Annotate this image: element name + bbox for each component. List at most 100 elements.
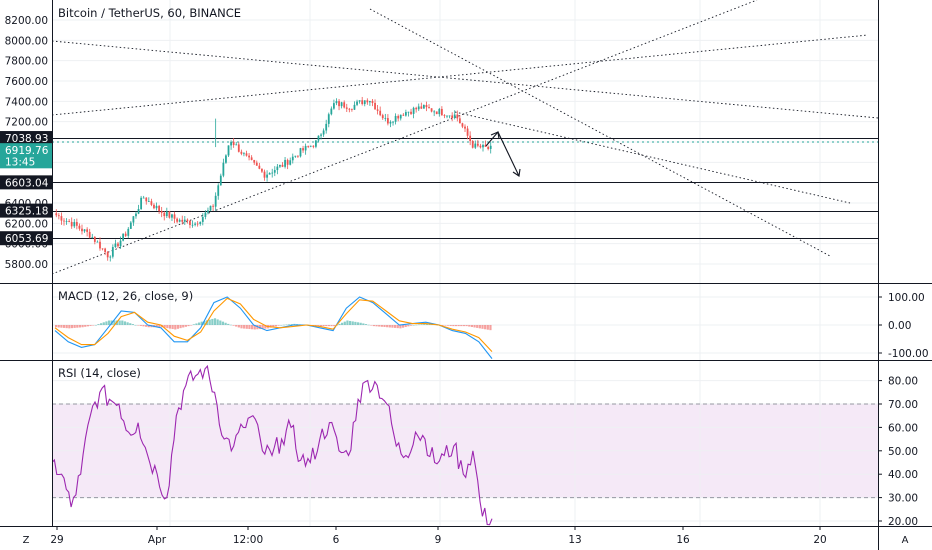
candle-body bbox=[376, 109, 379, 111]
macd-histogram-bar bbox=[176, 325, 180, 329]
candle-body bbox=[402, 114, 405, 116]
candle-body bbox=[163, 212, 166, 217]
price-tag-box bbox=[0, 131, 52, 146]
macd-histogram-bar bbox=[78, 325, 82, 328]
rsi-tick-label: 20.00 bbox=[888, 516, 918, 528]
candle-body bbox=[255, 162, 258, 166]
macd-histogram-bar bbox=[179, 325, 182, 329]
candle-body bbox=[176, 218, 179, 222]
candle-body bbox=[276, 166, 279, 171]
candle-body bbox=[65, 221, 68, 222]
horizontal-levels bbox=[52, 138, 878, 239]
macd-histogram-bar bbox=[407, 325, 410, 327]
candle-body bbox=[325, 123, 328, 131]
rsi-tick-label: 70.00 bbox=[888, 399, 918, 411]
candle-body bbox=[93, 236, 96, 242]
macd-histogram-bar bbox=[221, 321, 225, 325]
candle-body bbox=[86, 229, 89, 232]
macd-histogram-bar bbox=[131, 324, 135, 325]
price-tick-label: 8200.00 bbox=[5, 15, 48, 27]
candle-body bbox=[140, 197, 143, 209]
candle-body bbox=[358, 100, 361, 102]
time-tick-label: 6 bbox=[333, 534, 340, 546]
candle-body bbox=[271, 172, 274, 174]
chart-title: Bitcoin / TetherUS, 60, BINANCE bbox=[58, 6, 241, 20]
macd-histogram-bar bbox=[465, 325, 468, 327]
macd-histogram-bar bbox=[105, 321, 108, 325]
price-tag-box bbox=[0, 175, 52, 190]
macd-histogram-bar bbox=[250, 325, 254, 330]
price-tag-box bbox=[0, 154, 52, 169]
macd-histogram-bar bbox=[174, 325, 177, 330]
macd-histogram-bar bbox=[476, 325, 479, 328]
candle-body bbox=[57, 215, 60, 217]
macd-histogram-bar bbox=[460, 325, 463, 327]
auto-scale-button[interactable]: A bbox=[902, 535, 909, 546]
candle-body bbox=[487, 146, 490, 149]
candle-body bbox=[330, 108, 333, 115]
macd-histogram-bar bbox=[126, 322, 129, 325]
candle-body bbox=[386, 118, 389, 124]
candle-body bbox=[428, 107, 430, 109]
macd-histogram-bar bbox=[145, 325, 148, 327]
macd-histogram-bar bbox=[446, 325, 450, 326]
macd-histogram-bar bbox=[139, 325, 142, 326]
macd-histogram-bar bbox=[129, 323, 132, 325]
candle-body bbox=[70, 221, 73, 227]
candle-body bbox=[397, 115, 400, 119]
macd-histogram-bar bbox=[272, 325, 275, 328]
price-tag-box bbox=[0, 203, 52, 218]
macd-histogram-bar bbox=[481, 325, 484, 329]
candle-body bbox=[68, 221, 71, 222]
macd-histogram-bar bbox=[489, 325, 492, 331]
macd-histogram-bar bbox=[192, 324, 195, 325]
macd-histogram-bar bbox=[190, 325, 193, 326]
macd-histogram-bar bbox=[248, 325, 251, 330]
candle-body bbox=[207, 210, 209, 213]
macd-histogram-bar bbox=[319, 325, 323, 327]
macd-histogram-bar bbox=[70, 325, 74, 329]
candle-body bbox=[119, 240, 122, 247]
candle-body bbox=[253, 159, 256, 163]
candle-body bbox=[363, 100, 366, 105]
macd-histogram-bar bbox=[264, 325, 267, 329]
candle-body bbox=[150, 201, 153, 205]
trendline bbox=[52, 0, 758, 275]
macd-histogram-bar bbox=[391, 325, 394, 328]
price-tick-label: 7400.00 bbox=[5, 96, 48, 108]
candle-body bbox=[299, 148, 302, 157]
macd-histogram-bar bbox=[351, 321, 354, 325]
macd-histogram-bar bbox=[57, 325, 60, 328]
macd-histogram-bar bbox=[258, 325, 262, 330]
trendline bbox=[369, 8, 831, 257]
macd-histogram-bar bbox=[137, 325, 140, 326]
macd-histogram-bar bbox=[280, 325, 283, 326]
price-tag-box bbox=[0, 143, 52, 158]
macd-histogram-bar bbox=[449, 325, 452, 326]
macd-histogram-bar bbox=[121, 320, 124, 325]
rsi-tick-label: 60.00 bbox=[888, 422, 918, 434]
candle-body bbox=[291, 156, 294, 161]
candle-body bbox=[422, 104, 425, 109]
macd-histogram-bar bbox=[346, 320, 349, 325]
candle-body bbox=[320, 134, 322, 136]
macd-histogram-bar bbox=[356, 322, 360, 325]
macd-histogram-bar bbox=[168, 325, 172, 329]
macd-histogram-bar bbox=[423, 324, 426, 325]
macd-histogram-bar bbox=[232, 325, 235, 326]
candle-body bbox=[489, 145, 492, 149]
candle-body bbox=[194, 223, 196, 225]
macd-histogram-bar bbox=[362, 323, 365, 325]
candle-body bbox=[458, 118, 461, 124]
main-pane: Bitcoin / TetherUS, 60, BINANCE 5800.00 6… bbox=[0, 0, 878, 283]
candle-body bbox=[183, 219, 186, 222]
candle-body bbox=[317, 135, 320, 141]
candle-body bbox=[135, 213, 137, 217]
rsi-tick-label: 30.00 bbox=[888, 493, 918, 505]
candle-body bbox=[266, 174, 268, 178]
timezone-button[interactable]: Z bbox=[23, 535, 30, 546]
macd-histogram-bar bbox=[370, 325, 373, 326]
time-tick-label: 20 bbox=[813, 534, 826, 546]
candle-body bbox=[129, 222, 132, 229]
macd-histogram-bar bbox=[314, 325, 317, 326]
